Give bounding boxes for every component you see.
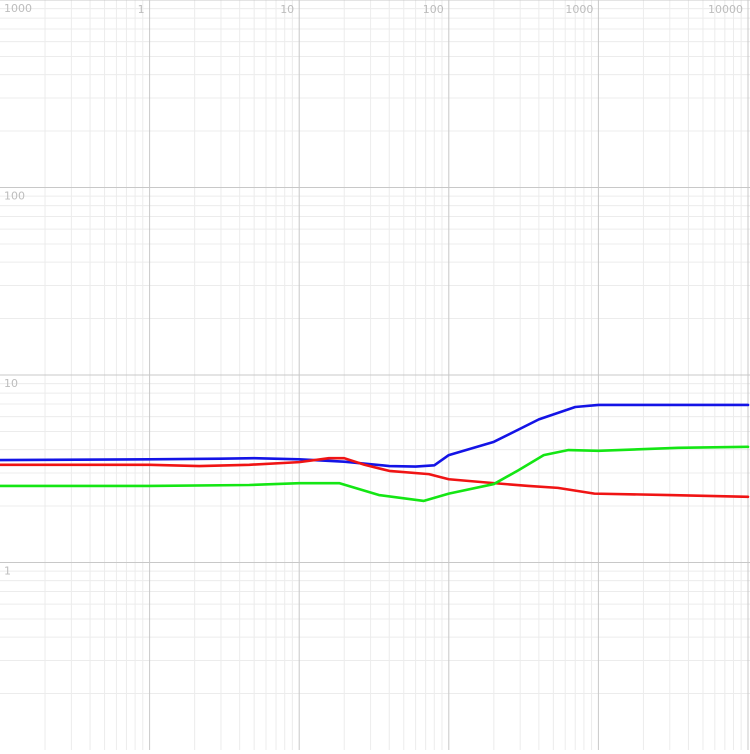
series-line	[0, 456, 750, 499]
y-tick-label: 1	[4, 565, 11, 578]
x-tick-label: 10	[280, 3, 294, 16]
x-tick-label: 10000	[708, 3, 743, 16]
y-tick-label: 1000	[4, 2, 32, 15]
x-tick-label: 1000	[565, 3, 593, 16]
y-tick-label: 10	[4, 377, 18, 390]
x-tick-label: 100	[423, 3, 444, 16]
series-line	[0, 445, 750, 503]
x-tick-label: 1	[138, 3, 145, 16]
series-line	[0, 403, 750, 468]
y-tick-label: 100	[4, 190, 25, 203]
